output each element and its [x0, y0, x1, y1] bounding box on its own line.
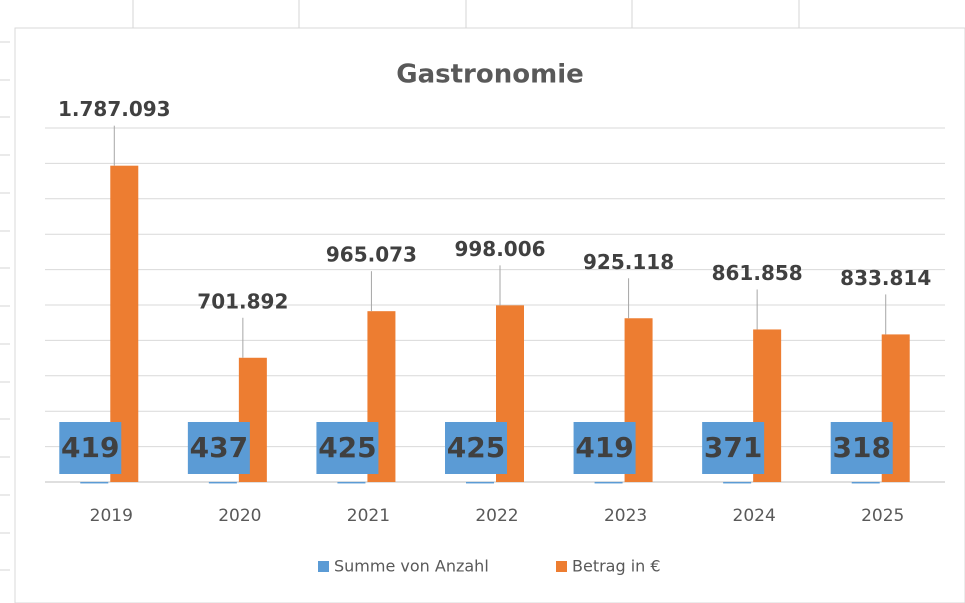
- bar: [466, 481, 494, 484]
- data-label: 833.814: [840, 266, 931, 290]
- data-label-box: [830, 422, 893, 474]
- bar: [594, 481, 623, 484]
- data-label-box: [573, 422, 636, 474]
- data-label-box: [316, 422, 379, 474]
- x-tick-label: 2024: [733, 506, 776, 526]
- x-tick-label: 2021: [347, 506, 390, 526]
- data-label: 419: [61, 431, 119, 464]
- data-label-box: [59, 422, 122, 474]
- x-tick-label: 2023: [604, 506, 647, 526]
- data-label: 701.892: [197, 289, 288, 313]
- data-label: 371: [704, 431, 762, 464]
- data-label-box: [187, 422, 250, 474]
- bar: [208, 481, 237, 484]
- data-label: 437: [190, 431, 248, 464]
- data-label-box: [445, 422, 507, 474]
- data-label: 998.006: [454, 237, 545, 261]
- data-label: 318: [832, 431, 890, 464]
- legend-swatch: [556, 561, 567, 572]
- bar: [851, 481, 880, 484]
- bar: [337, 481, 366, 484]
- x-tick-label: 2022: [475, 506, 518, 526]
- data-label: 1.787.093: [58, 97, 171, 121]
- data-label: 425: [318, 431, 376, 464]
- data-label: 965.073: [326, 243, 417, 267]
- x-tick-label: 2019: [90, 506, 133, 526]
- bar: [723, 481, 752, 484]
- sheet-grid: [0, 0, 800, 571]
- data-label-box: [702, 422, 765, 474]
- x-tick-label: 2020: [218, 506, 261, 526]
- chart-title: Gastronomie: [396, 60, 583, 90]
- bar: [80, 481, 109, 484]
- legend-label: Betrag in €: [572, 557, 661, 576]
- data-label: 925.118: [583, 250, 674, 274]
- legend-swatch: [318, 561, 329, 572]
- data-label: 861.858: [712, 261, 803, 285]
- chart-area: [14, 27, 965, 603]
- x-tick-label: 2025: [861, 506, 904, 526]
- legend-label: Summe von Anzahl: [334, 557, 489, 576]
- data-label: 425: [447, 431, 505, 464]
- data-label: 419: [575, 431, 633, 464]
